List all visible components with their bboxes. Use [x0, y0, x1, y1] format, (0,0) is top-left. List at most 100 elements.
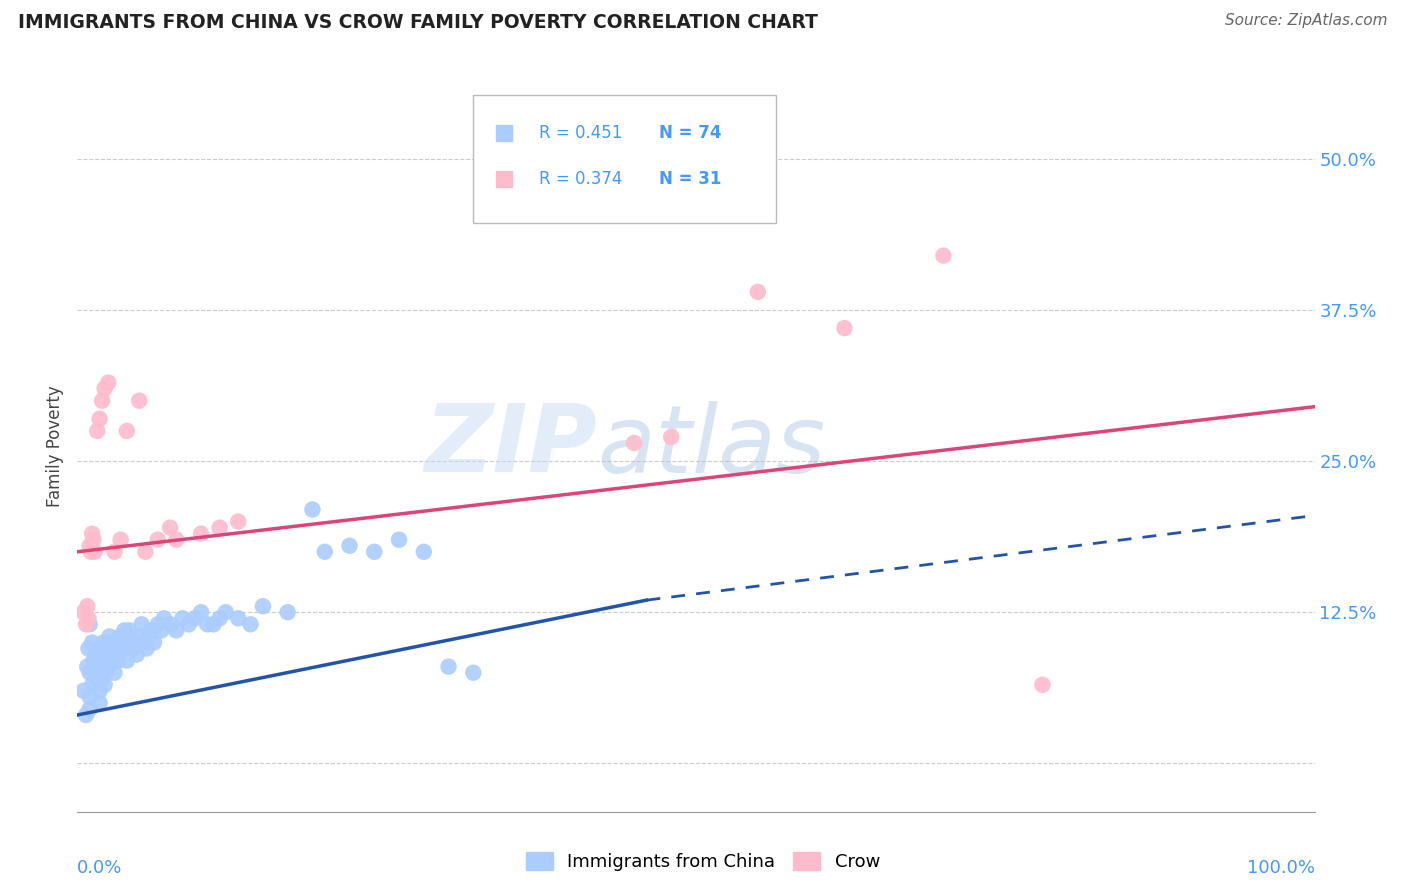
Point — [94, 648, 117, 662]
Text: ZIP: ZIP — [425, 400, 598, 492]
Point — [86, 424, 108, 438]
Point — [115, 635, 138, 649]
Point — [79, 665, 101, 680]
Point — [277, 605, 299, 619]
Point — [215, 605, 238, 619]
Point — [141, 624, 163, 638]
Point — [82, 635, 104, 649]
Point — [747, 285, 769, 299]
Point — [146, 617, 169, 632]
Text: Source: ZipAtlas.com: Source: ZipAtlas.com — [1225, 13, 1388, 29]
Y-axis label: Family Poverty: Family Poverty — [46, 385, 65, 507]
Point — [76, 659, 98, 673]
Point — [103, 665, 125, 680]
Point — [138, 629, 160, 643]
Point — [103, 545, 125, 559]
Point — [87, 659, 110, 673]
Point — [165, 624, 187, 638]
Text: N = 31: N = 31 — [659, 170, 721, 188]
Point — [98, 629, 121, 643]
Point — [121, 641, 143, 656]
Point — [128, 629, 150, 643]
Point — [82, 678, 104, 692]
Point — [159, 617, 181, 632]
Point — [1031, 678, 1053, 692]
Point — [932, 249, 955, 263]
Point — [79, 690, 101, 704]
Point — [659, 430, 682, 444]
Point — [190, 605, 212, 619]
Point — [110, 533, 132, 547]
Point — [143, 635, 166, 649]
Point — [97, 641, 120, 656]
Point — [91, 654, 114, 668]
Point — [190, 526, 212, 541]
Point — [463, 665, 485, 680]
Point — [314, 545, 336, 559]
Point — [82, 526, 104, 541]
Point — [208, 520, 231, 534]
Point — [100, 654, 122, 668]
Point — [208, 611, 231, 625]
Point — [363, 545, 385, 559]
Point — [159, 520, 181, 534]
Point — [301, 502, 323, 516]
Point — [122, 635, 145, 649]
Point — [125, 648, 148, 662]
Point — [226, 611, 249, 625]
Point — [91, 672, 114, 686]
Point — [75, 708, 97, 723]
Point — [150, 624, 173, 638]
Point — [339, 539, 361, 553]
Text: 0.0%: 0.0% — [77, 859, 122, 877]
Point — [91, 635, 114, 649]
Point — [77, 641, 100, 656]
Point — [134, 545, 156, 559]
Point — [91, 393, 114, 408]
Point — [115, 654, 138, 668]
Text: atlas: atlas — [598, 401, 825, 491]
Point — [623, 436, 645, 450]
Point — [226, 515, 249, 529]
Point — [80, 545, 103, 559]
Point — [89, 412, 111, 426]
Point — [834, 321, 856, 335]
Point — [184, 611, 207, 625]
Point — [239, 617, 262, 632]
Point — [177, 617, 200, 632]
Legend: Immigrants from China, Crow: Immigrants from China, Crow — [519, 845, 887, 879]
Text: 100.0%: 100.0% — [1247, 859, 1315, 877]
Point — [146, 533, 169, 547]
Point — [83, 545, 105, 559]
Point — [172, 611, 194, 625]
Point — [97, 376, 120, 390]
Point — [128, 393, 150, 408]
Point — [110, 629, 132, 643]
Point — [72, 683, 94, 698]
Point — [134, 635, 156, 649]
Point — [165, 533, 187, 547]
Point — [115, 424, 138, 438]
Point — [388, 533, 411, 547]
Point — [112, 641, 135, 656]
Point — [79, 702, 101, 716]
Point — [79, 617, 101, 632]
Point — [202, 617, 225, 632]
Point — [93, 665, 115, 680]
Point — [437, 659, 460, 673]
Point — [89, 696, 111, 710]
Point — [97, 659, 120, 673]
Point — [107, 654, 129, 668]
FancyBboxPatch shape — [474, 95, 776, 223]
Point — [76, 599, 98, 614]
Point — [118, 624, 141, 638]
Point — [93, 678, 115, 692]
Point — [82, 533, 104, 547]
Point — [112, 624, 135, 638]
Point — [252, 599, 274, 614]
Point — [101, 648, 124, 662]
Text: N = 74: N = 74 — [659, 124, 721, 142]
Point — [131, 617, 153, 632]
Point — [84, 648, 107, 662]
Point — [86, 672, 108, 686]
